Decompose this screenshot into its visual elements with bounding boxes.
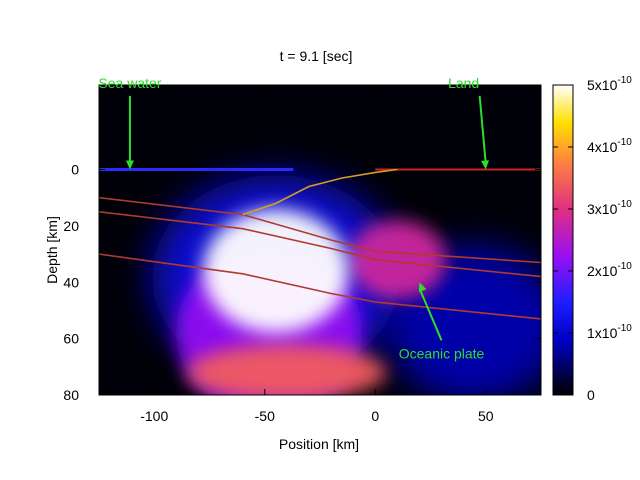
x-tick-label: 50 (478, 408, 494, 424)
colorbar-tick-mantissa: 4x10 (587, 139, 618, 155)
annotation-label: Sea water (98, 75, 161, 91)
wavefield-blob (348, 220, 446, 300)
plate-boundary-line (99, 211, 541, 278)
x-tick-label: -50 (255, 408, 275, 424)
plate-boundary-line (99, 196, 541, 264)
annotation-label: Land (448, 75, 479, 91)
colorbar-tick-exponent: -10 (617, 199, 632, 210)
colorbar-tick-label: 4x10-10 (587, 137, 632, 155)
annotation-arrow-head (418, 282, 427, 293)
y-axis: 0 20 40 60 80 (63, 162, 541, 403)
annotations-layer: Sea water Land Oceanic plate (98, 75, 489, 361)
annotation-arrow-head (481, 160, 489, 170)
plate-boundary-line (242, 168, 398, 216)
colorbar-tick-label: 0 (587, 387, 595, 403)
colorbar-tick-exponent: -10 (617, 75, 632, 86)
colorbar-tick-label: 3x10-10 (587, 199, 632, 217)
colorbar-tick-mantissa: 3x10 (587, 201, 618, 217)
colorbar-tick-mantissa: 5x10 (587, 77, 618, 93)
y-tick-label: 20 (63, 218, 79, 234)
y-tick-label: 0 (71, 162, 79, 178)
plot-frame (98, 84, 542, 396)
y-tick-label: 80 (63, 387, 79, 403)
colorbar-tick-exponent: -10 (617, 261, 632, 272)
annotation-arrow-head (125, 160, 134, 170)
wavefield-blob (202, 209, 349, 333)
chart-title: t = 9.1 [sec] (280, 48, 353, 64)
heatmap-plot-area (99, 85, 541, 395)
y-axis-label: Depth [km] (44, 216, 60, 284)
x-tick-label: -100 (140, 408, 168, 424)
x-tick-label: 0 (371, 408, 379, 424)
annotation-label: Oceanic plate (399, 345, 485, 361)
x-axis: -100 -50 0 50 (140, 85, 494, 424)
x-axis-label: Position [km] (279, 436, 359, 452)
colorbar-tick-label: 2x10-10 (587, 261, 632, 279)
y-tick-label: 40 (63, 274, 79, 290)
annotation-arrow-shaft (478, 95, 487, 164)
boundary-lines-layer (99, 168, 541, 320)
colorbar-tick-exponent: -10 (617, 137, 632, 148)
colorbar-gradient (552, 84, 574, 396)
colorbar-tick-mantissa: 0 (587, 387, 595, 403)
annotation-arrow-shaft (418, 287, 443, 341)
colorbar-tick-label: 5x10-10 (587, 75, 632, 93)
colorbar-tick-exponent: -10 (617, 323, 632, 334)
colorbar-tick-mantissa: 1x10 (587, 325, 618, 341)
wavefield-blob (187, 344, 387, 395)
plate-boundary-line (99, 253, 541, 320)
colorbar-tick-mantissa: 2x10 (587, 263, 618, 279)
y-tick-label: 60 (63, 331, 79, 347)
colorbar-tick-label: 1x10-10 (587, 323, 632, 341)
